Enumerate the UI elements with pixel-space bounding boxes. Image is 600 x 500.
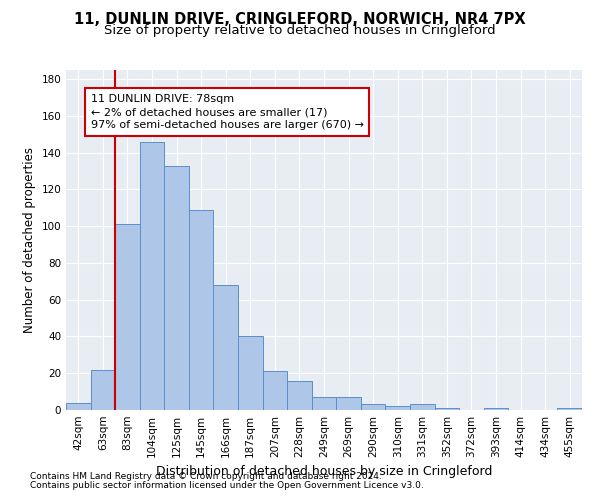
Text: Contains HM Land Registry data © Crown copyright and database right 2024.: Contains HM Land Registry data © Crown c…: [30, 472, 382, 481]
Bar: [91, 370, 115, 410]
Y-axis label: Number of detached properties: Number of detached properties: [23, 147, 36, 333]
Bar: [66, 402, 91, 410]
Bar: [140, 142, 164, 410]
X-axis label: Distribution of detached houses by size in Cringleford: Distribution of detached houses by size …: [156, 466, 492, 478]
Bar: [385, 406, 410, 410]
Bar: [410, 404, 434, 410]
Text: 11, DUNLIN DRIVE, CRINGLEFORD, NORWICH, NR4 7PX: 11, DUNLIN DRIVE, CRINGLEFORD, NORWICH, …: [74, 12, 526, 28]
Bar: [164, 166, 189, 410]
Bar: [263, 372, 287, 410]
Bar: [361, 404, 385, 410]
Bar: [189, 210, 214, 410]
Text: Size of property relative to detached houses in Cringleford: Size of property relative to detached ho…: [104, 24, 496, 37]
Bar: [238, 336, 263, 410]
Bar: [312, 397, 336, 410]
Text: Contains public sector information licensed under the Open Government Licence v3: Contains public sector information licen…: [30, 481, 424, 490]
Bar: [434, 408, 459, 410]
Bar: [115, 224, 140, 410]
Bar: [287, 380, 312, 410]
Bar: [214, 285, 238, 410]
Bar: [484, 408, 508, 410]
Bar: [336, 397, 361, 410]
Bar: [557, 408, 582, 410]
Text: 11 DUNLIN DRIVE: 78sqm
← 2% of detached houses are smaller (17)
97% of semi-deta: 11 DUNLIN DRIVE: 78sqm ← 2% of detached …: [91, 94, 364, 130]
